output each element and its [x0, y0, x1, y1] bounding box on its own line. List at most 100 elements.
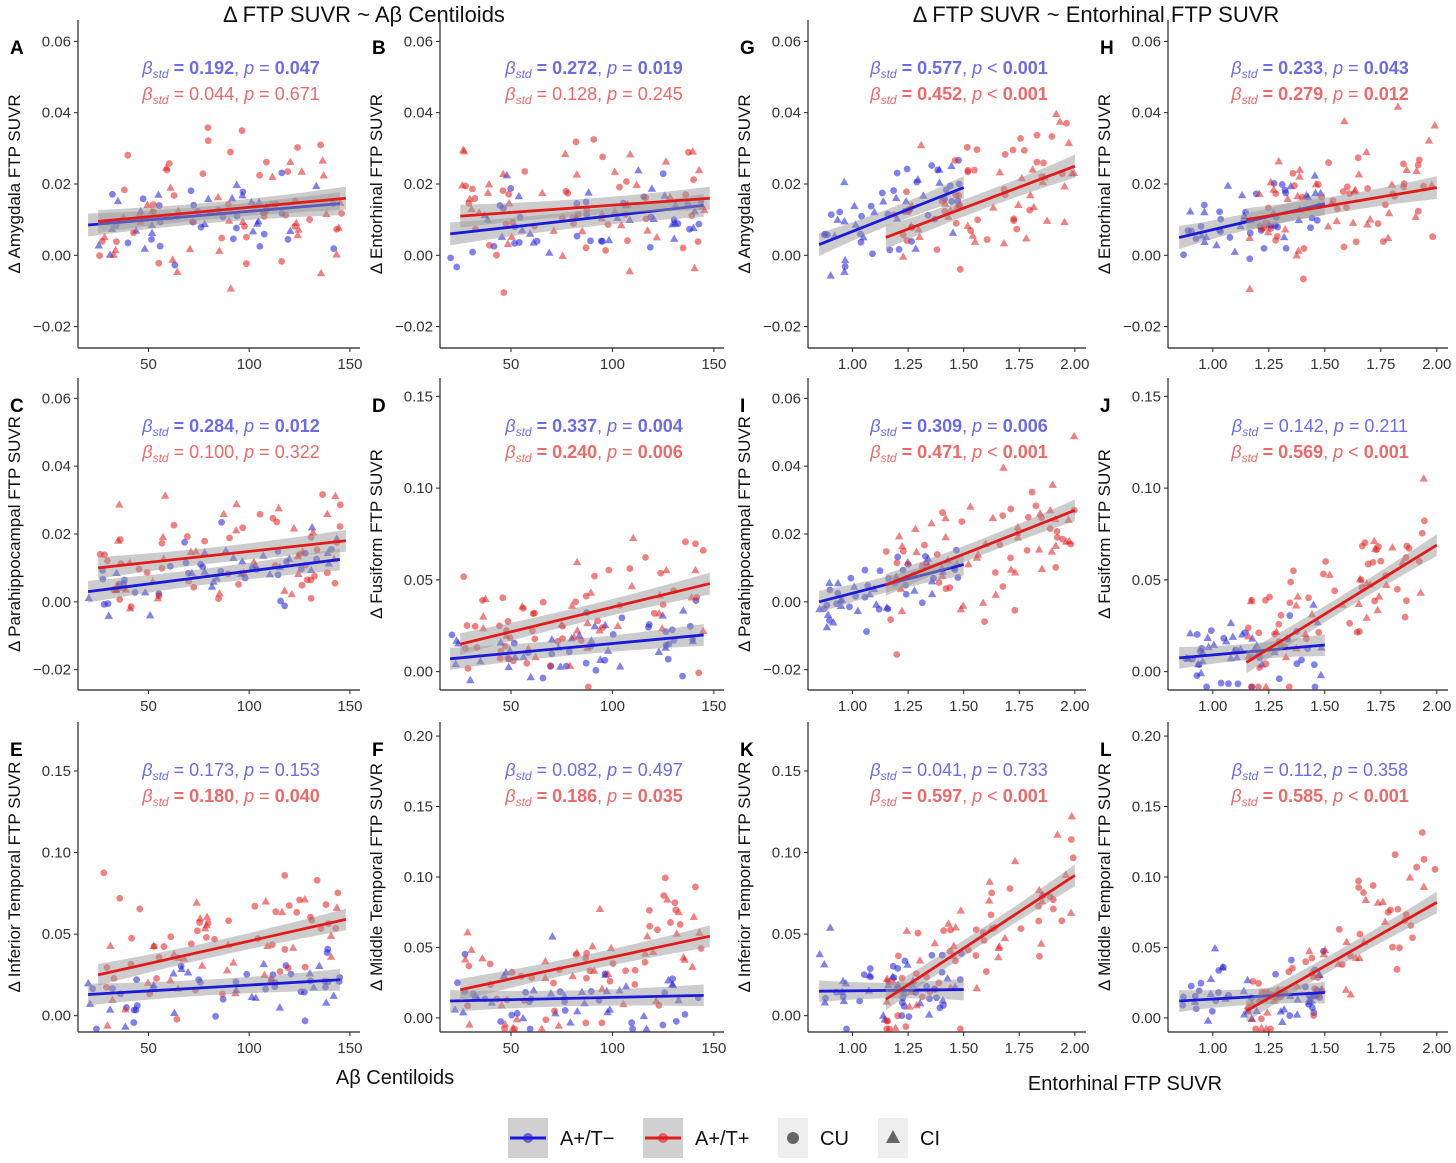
- point-cu-pos: [1257, 1015, 1265, 1023]
- point-cu-pos: [594, 617, 602, 625]
- point-cu-neg: [573, 232, 581, 240]
- y-tick-label: 0.10: [42, 845, 71, 862]
- point-cu-neg: [825, 616, 833, 624]
- point-ci-neg: [573, 1007, 582, 1015]
- point-ci-pos: [1028, 165, 1037, 173]
- point-ci-pos: [1354, 599, 1364, 607]
- beta-value: 0.082: [552, 760, 597, 780]
- point-ci-pos: [465, 194, 474, 202]
- point-ci-pos: [1266, 177, 1276, 186]
- point-cu-pos: [1026, 206, 1034, 214]
- point-ci-pos: [1362, 147, 1371, 156]
- point-cu-pos: [1020, 146, 1028, 154]
- y-axis-label: Δ Fusiform FTP SUVR: [367, 449, 386, 619]
- point-cu-neg: [875, 605, 883, 613]
- point-ci-pos: [1384, 208, 1394, 217]
- point-ci-neg: [668, 980, 678, 989]
- point-cu-neg: [890, 974, 898, 982]
- y-tick-label: 0.06: [1132, 33, 1161, 50]
- point-cu-neg: [1225, 680, 1232, 688]
- point-cu-pos: [882, 548, 890, 555]
- point-cu-pos: [546, 662, 554, 670]
- point-cu-pos: [1361, 539, 1369, 547]
- y-axis-label: Δ Middle Temporal FTP SUVR: [1095, 763, 1114, 991]
- beta-value: 0.284: [189, 416, 234, 436]
- point-cu-neg: [1286, 1012, 1294, 1019]
- x-title-entorhinal: Entorhinal FTP SUVR: [1028, 1073, 1222, 1095]
- point-cu-pos: [113, 238, 120, 246]
- point-cu-neg: [1193, 631, 1201, 638]
- point-ci-neg: [312, 181, 321, 190]
- beta-value: 0.142: [1279, 416, 1324, 436]
- point-cu-pos: [215, 595, 222, 603]
- point-cu-pos: [1387, 906, 1394, 914]
- p-value: 0.671: [275, 84, 320, 104]
- point-ci-neg: [853, 606, 863, 614]
- x-tick-label: 150: [337, 698, 362, 715]
- point-ci-pos: [1263, 1008, 1272, 1016]
- beta-value: 0.309: [917, 416, 962, 436]
- y-tick-label: 0.00: [42, 247, 71, 264]
- point-cu-pos: [584, 683, 592, 691]
- point-cu-pos: [96, 252, 103, 260]
- point-cu-pos: [631, 966, 639, 974]
- point-ci-pos: [197, 961, 207, 969]
- point-cu-pos: [1275, 620, 1283, 628]
- x-tick-label: 100: [600, 356, 625, 373]
- point-cu-pos: [225, 917, 232, 925]
- point-cu-pos: [311, 572, 318, 580]
- point-ci-pos: [911, 524, 920, 532]
- point-ci-neg: [113, 196, 123, 205]
- point-ci-pos: [287, 589, 296, 598]
- point-cu-neg: [867, 202, 875, 210]
- point-cu-pos: [183, 533, 191, 540]
- point-cu-neg: [867, 973, 874, 981]
- beta-value: 0.100: [189, 442, 234, 462]
- y-tick-label: 0.04: [42, 458, 71, 475]
- point-cu-pos: [465, 962, 473, 970]
- y-tick-label: 0.00: [404, 664, 433, 681]
- point-ci-neg: [822, 622, 832, 631]
- point-ci-pos: [1037, 564, 1047, 573]
- point-cu-pos: [1352, 238, 1360, 246]
- point-ci-pos: [1363, 220, 1372, 228]
- panel-letter: L: [1100, 740, 1112, 761]
- point-ci-pos: [499, 169, 508, 178]
- point-ci-pos: [1026, 190, 1035, 199]
- point-cu-pos: [694, 238, 702, 245]
- point-ci-pos: [308, 528, 318, 536]
- point-ci-neg: [879, 197, 888, 205]
- p-value: 0.733: [1003, 760, 1048, 780]
- panel-letter: D: [372, 396, 386, 417]
- point-ci-pos: [1283, 194, 1292, 202]
- point-ci-pos: [898, 252, 908, 260]
- point-cu-pos: [193, 927, 201, 935]
- point-ci-pos: [1053, 830, 1062, 838]
- y-tick-label: 0.00: [772, 1008, 801, 1025]
- point-ci-pos: [1264, 227, 1273, 236]
- point-cu-pos: [1024, 513, 1032, 521]
- point-cu-pos: [1053, 528, 1061, 535]
- point-cu-pos: [521, 168, 529, 175]
- point-ci-neg: [322, 998, 331, 1006]
- y-tick-label: 0.02: [1132, 176, 1161, 193]
- point-cu-pos: [531, 635, 539, 643]
- x-tick-label: 150: [337, 1040, 362, 1057]
- point-cu-neg: [836, 208, 844, 216]
- point-cu-pos: [1357, 576, 1365, 584]
- point-cu-neg: [1187, 982, 1195, 990]
- point-ci-neg: [1206, 974, 1216, 983]
- y-tick-label: 0.20: [1132, 728, 1161, 745]
- point-ci-neg: [664, 975, 673, 984]
- point-cu-pos: [885, 1025, 893, 1033]
- x-tick-label: 1.75: [1366, 356, 1395, 373]
- point-ci-pos: [106, 941, 115, 949]
- point-cu-neg: [672, 1017, 680, 1025]
- point-cu-neg: [597, 237, 605, 245]
- point-cu-pos: [1252, 1025, 1259, 1033]
- point-ci-neg: [584, 188, 593, 196]
- beta-value: 0.597: [917, 786, 962, 806]
- point-ci-pos: [662, 565, 671, 574]
- point-ci-pos: [1295, 172, 1304, 180]
- point-cu-pos: [101, 551, 108, 559]
